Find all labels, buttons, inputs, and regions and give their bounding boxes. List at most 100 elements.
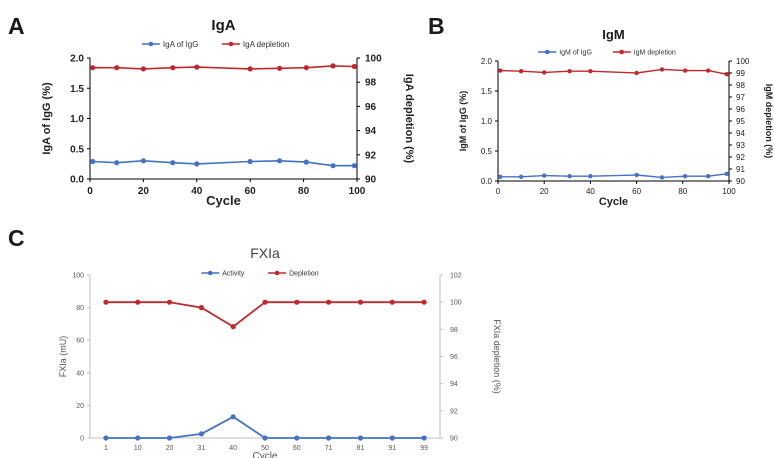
data-point-left-series xyxy=(588,174,593,179)
y2-tick-label: 90 xyxy=(736,177,745,186)
data-point-left-series xyxy=(351,163,357,169)
y2-tick-label: 98 xyxy=(450,327,458,334)
y2-tick-label: 91 xyxy=(736,165,745,174)
data-point-left-series xyxy=(103,435,109,441)
y-tick-label: 80 xyxy=(76,305,84,312)
data-point-right-series xyxy=(330,63,336,69)
data-point-left-series xyxy=(170,160,176,166)
x-tick-label: 10 xyxy=(134,445,142,452)
data-point-right-series xyxy=(194,64,200,70)
x-axis-label: Cycle xyxy=(252,451,277,458)
y-tick-label: 0 xyxy=(80,435,84,442)
data-point-left-series xyxy=(498,174,503,179)
data-point-left-series xyxy=(518,174,524,179)
y-tick-label: 40 xyxy=(76,370,84,377)
data-point-left-series xyxy=(542,173,547,178)
y-tick-label: 0.0 xyxy=(481,177,493,186)
legend-entry-right-series: IgA depletion xyxy=(243,40,289,49)
y2-tick-label: 92 xyxy=(450,408,458,415)
y2-tick-label: 96 xyxy=(450,354,458,361)
data-point-right-series xyxy=(389,299,395,305)
data-point-left-series xyxy=(330,163,336,169)
data-point-left-series xyxy=(262,435,268,441)
series-line-left-series xyxy=(500,173,727,179)
y2-tick-label: 94 xyxy=(736,129,745,138)
y2-axis-label: IgA depletion (%) xyxy=(403,74,415,164)
y2-tick-label: 90 xyxy=(450,435,458,442)
data-point-left-series xyxy=(724,171,729,176)
chart-title: FXIa xyxy=(250,245,280,261)
legend-swatch-marker xyxy=(148,41,154,47)
y-tick-label: 100 xyxy=(72,272,84,279)
y2-tick-label: 95 xyxy=(736,117,745,126)
x-tick-label: 99 xyxy=(420,445,428,452)
data-point-right-series xyxy=(588,69,593,74)
data-point-right-series xyxy=(326,299,332,305)
data-point-left-series xyxy=(277,158,283,164)
data-point-right-series xyxy=(659,67,665,72)
x-tick-label: 80 xyxy=(678,187,687,196)
panel-label-a: A xyxy=(8,13,25,39)
x-tick-label: 100 xyxy=(349,186,366,197)
data-point-right-series xyxy=(498,68,503,73)
data-point-right-series xyxy=(294,299,300,305)
legend-swatch-marker xyxy=(274,270,280,276)
x-tick-label: 60 xyxy=(245,186,257,197)
y2-tick-label: 99 xyxy=(736,69,745,78)
y2-tick-label: 102 xyxy=(450,272,462,279)
legend-entry-right-series: IgM depletion xyxy=(634,49,676,56)
data-point-right-series xyxy=(262,299,268,305)
x-tick-label: 60 xyxy=(293,445,301,452)
y2-tick-label: 92 xyxy=(736,153,745,162)
x-tick-label: 31 xyxy=(197,445,205,452)
y2-axis-label: FXIa depletion (%) xyxy=(492,319,502,394)
y-tick-label: 1.5 xyxy=(70,84,84,95)
data-point-left-series xyxy=(230,414,236,420)
data-point-left-series xyxy=(682,174,688,179)
data-point-right-series xyxy=(303,65,309,71)
x-tick-label: 0 xyxy=(496,187,501,196)
data-point-right-series xyxy=(277,65,283,71)
chart-igm: IgM IgM of IgG IgM depletion 0 20 40 60 80 100 0.… xyxy=(458,27,774,208)
data-point-left-series xyxy=(294,435,300,441)
y-tick-label: 0.0 xyxy=(70,175,84,186)
y2-tick-label: 96 xyxy=(736,105,745,114)
y-axis-label: IgM of IgG (%) xyxy=(458,91,468,152)
x-tick-label: 20 xyxy=(166,445,174,452)
data-point-right-series xyxy=(140,66,146,72)
data-point-left-series xyxy=(303,159,309,165)
legend-entry-left-series: IgM of IgG xyxy=(559,49,592,56)
data-point-right-series xyxy=(634,70,639,76)
data-point-left-series xyxy=(326,435,332,441)
data-point-right-series xyxy=(114,65,120,71)
data-point-right-series xyxy=(170,65,176,71)
y2-tick-label: 100 xyxy=(736,57,750,66)
series-line-right-series xyxy=(500,68,727,75)
data-point-left-series xyxy=(357,435,364,441)
x-tick-label: 91 xyxy=(388,445,396,452)
data-point-right-series xyxy=(682,68,688,73)
y2-tick-label: 98 xyxy=(736,81,745,90)
chart-iga: IgA IgA of IgG IgA depletion 0 20 40 60 80 100 0.… xyxy=(41,17,415,208)
data-point-right-series xyxy=(166,299,173,305)
y-axis-label: FXIa (mU) xyxy=(58,336,68,378)
x-tick-label: 1 xyxy=(104,445,108,452)
series-line-right-series xyxy=(105,301,425,328)
data-point-right-series xyxy=(724,72,729,77)
data-point-left-series xyxy=(114,160,120,166)
y2-tick-label: 94 xyxy=(450,381,458,388)
y2-tick-label: 90 xyxy=(365,175,377,186)
data-point-left-series xyxy=(247,158,253,165)
data-point-left-series xyxy=(135,435,141,441)
x-tick-label: 60 xyxy=(632,187,641,196)
y-tick-label: 60 xyxy=(76,338,84,345)
x-axis-label: Cycle xyxy=(206,193,241,208)
legend-entry-right-series: Depletion xyxy=(289,270,319,277)
data-point-right-series xyxy=(421,299,427,305)
data-point-right-series xyxy=(706,68,711,73)
x-tick-label: 50 xyxy=(261,445,269,452)
y2-tick-label: 92 xyxy=(365,150,377,161)
data-point-left-series xyxy=(421,435,427,441)
panel-label-b: B xyxy=(428,13,445,39)
series-line-left-series xyxy=(92,160,355,167)
